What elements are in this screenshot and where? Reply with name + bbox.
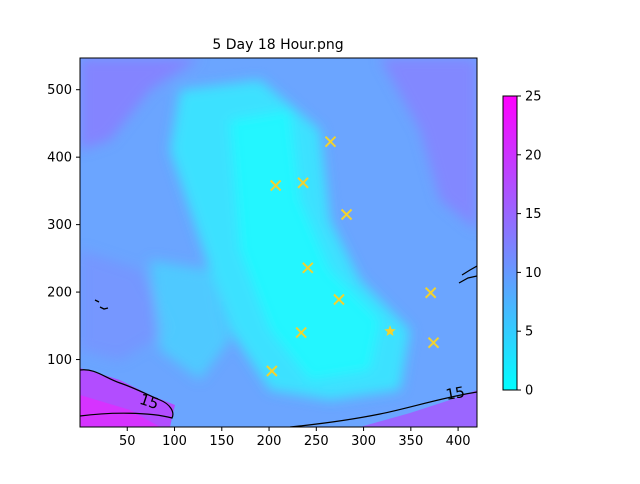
x-marker <box>295 326 307 339</box>
colorbar-tick-label: 20 <box>525 148 542 163</box>
x-marker <box>427 336 440 349</box>
y-tick-label: 400 <box>47 151 72 166</box>
x-marker-stroke <box>266 365 278 377</box>
x-marker <box>324 135 337 148</box>
x-tick-label: 150 <box>209 434 234 449</box>
x-marker-stroke <box>324 135 337 148</box>
x-marker-stroke <box>424 287 437 299</box>
colorbar <box>502 95 518 391</box>
y-tick-label: 100 <box>47 353 72 368</box>
x-tick-label: 300 <box>351 434 376 449</box>
contour-labels: 15 15 <box>137 383 466 413</box>
y-tick-label: 300 <box>47 218 72 233</box>
colorbar-tick-label: 5 <box>525 325 533 340</box>
y-tick-label: 200 <box>47 286 72 301</box>
plot-frame <box>79 57 478 428</box>
star-marker <box>384 325 396 337</box>
x-axis: 50 100 150 200 250 300 350 400 <box>119 427 471 449</box>
colorbar-tick-label: 25 <box>525 90 542 105</box>
marker-layer <box>266 135 440 377</box>
colorbar-axis: 0 5 10 15 20 25 <box>517 90 542 399</box>
y-axis: 100 200 300 400 500 <box>47 83 80 368</box>
colorbar-tick-label: 15 <box>525 207 542 222</box>
colorbar-tick-label: 10 <box>525 266 542 281</box>
x-marker-stroke <box>297 177 309 189</box>
x-marker-stroke <box>269 179 282 192</box>
x-marker <box>424 287 437 299</box>
y-tick-label: 500 <box>47 83 72 98</box>
chart-title: 5 Day 18 Hour.png <box>212 37 343 53</box>
heatmap-field <box>80 58 477 427</box>
x-marker <box>297 177 309 189</box>
x-marker-stroke <box>295 326 307 339</box>
x-tick-label: 200 <box>257 434 282 449</box>
x-marker <box>302 262 314 274</box>
x-tick-label: 400 <box>446 434 471 449</box>
x-marker-stroke <box>340 208 353 221</box>
x-marker <box>269 179 282 192</box>
x-tick-label: 100 <box>162 434 187 449</box>
x-marker <box>333 293 345 306</box>
x-marker-stroke <box>302 262 314 274</box>
x-marker-stroke <box>333 293 345 306</box>
x-marker <box>340 208 353 221</box>
x-marker-stroke <box>427 336 440 349</box>
contour-label: 15 <box>444 383 466 404</box>
contour-label: 15 <box>137 390 161 413</box>
colorbar-tick-label: 0 <box>525 384 533 399</box>
x-tick-label: 250 <box>304 434 329 449</box>
x-tick-label: 50 <box>119 434 136 449</box>
x-tick-label: 350 <box>398 434 423 449</box>
x-marker <box>266 365 278 377</box>
